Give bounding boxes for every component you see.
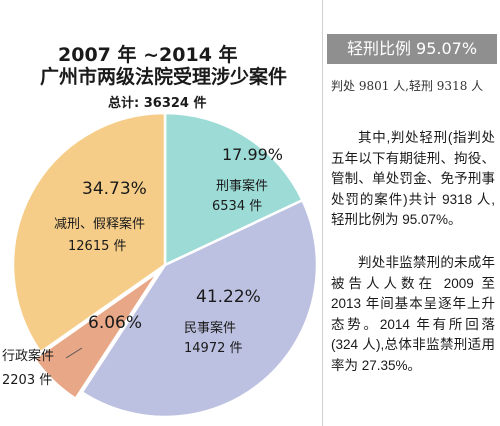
slice-count-label-4: 12615 件 (68, 239, 127, 254)
pie-slice-1 (163, 111, 305, 267)
slice-name-label-3: 行政案件 (2, 349, 54, 364)
slice-percent-label-2: 41.22% (196, 287, 261, 307)
sidebar-banner: 轻刑比例 95.07% (327, 34, 497, 64)
sidebar-paragraph-2: 判处非监禁刑的未成年被告人人数在 2009 至 2013 年间基本呈逐年上升态势… (331, 255, 495, 373)
sidebar-paragraph-1: 其中,判处轻刑(指判处五年以下有期徒刑、拘役、管制、单处罚金、免予刑事处罚的案件… (331, 130, 495, 227)
slice-percent-label-4: 34.73% (82, 179, 147, 199)
slice-name-label-1: 刑事案件 (216, 179, 268, 194)
slice-count-label-3: 2203 件 (2, 373, 52, 388)
slice-name-label-4: 减刑、假释案件 (54, 217, 145, 232)
slice-percent-label-1: 17.99% (222, 145, 283, 164)
chart-title-line1: 2007 年 ~2014 年 (58, 44, 238, 66)
chart-total: 总计: 36324 件 (108, 96, 207, 111)
pie-slice-2 (80, 198, 319, 419)
pie-slice-3 (32, 270, 160, 401)
pie-slice-4 (11, 111, 167, 354)
leader-line (65, 347, 83, 359)
sidebar: 轻刑比例 95.07% 判处 9801 人,轻刑 9318 人 其中,判处轻刑(… (322, 0, 500, 426)
chart-title-line2: 广州市两级法院受理涉少案件 (40, 66, 288, 88)
slice-count-label-1: 6534 件 (212, 199, 262, 214)
pie-chart: 17.99% 刑事案件 6534 件 41.22% 民事案件 14972 件 6.06% 行政… (2, 111, 319, 419)
slice-percent-label-3: 6.06% (88, 313, 142, 333)
slice-count-label-2: 14972 件 (184, 341, 243, 356)
sidebar-lead: 判处 9801 人,轻刑 9318 人 (331, 79, 484, 93)
slice-name-label-2: 民事案件 (184, 321, 236, 336)
chart-area: 17.99% 刑事案件 6534 件 41.22% 民事案件 14972 件 6.06% 行政… (2, 44, 319, 419)
